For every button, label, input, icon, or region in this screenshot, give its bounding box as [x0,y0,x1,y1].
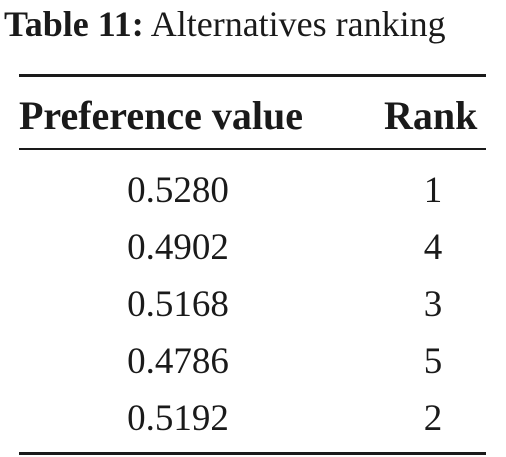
header-rule [19,148,486,150]
rank-cell: 5 [423,341,443,382]
table-body: 0.5280 1 0.4902 4 0.5168 3 0.4786 5 0.51… [0,162,506,447]
column-header-preference-value: Preference value [19,93,303,138]
preference-value-cell: 0.5280 [127,170,229,211]
caption-title: Alternatives ranking [150,4,446,44]
table-row: 0.5280 1 [0,162,506,219]
table-row: 0.4786 5 [0,333,506,390]
preference-value-cell: 0.5168 [127,284,229,325]
rank-cell: 3 [423,284,443,325]
bottom-rule [19,452,486,455]
table-row: 0.5168 3 [0,276,506,333]
caption-label: Table 11: [4,4,144,44]
preference-value-cell: 0.4902 [127,227,229,268]
table-row: 0.4902 4 [0,219,506,276]
rank-cell: 4 [423,227,443,268]
table-row: 0.5192 2 [0,390,506,447]
rank-cell: 1 [423,170,443,211]
rank-cell: 2 [423,398,443,439]
preference-value-cell: 0.4786 [127,341,229,382]
table-caption: Table 11: Alternatives ranking [4,2,446,46]
column-header-rank: Rank [384,93,478,138]
preference-value-cell: 0.5192 [127,398,229,439]
top-rule [19,74,486,77]
